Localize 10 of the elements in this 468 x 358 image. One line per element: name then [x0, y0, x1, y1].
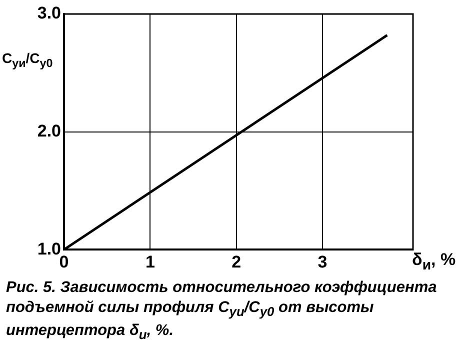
x-tick-label: 0 — [59, 252, 69, 272]
y-tick-label: 2.0 — [37, 121, 61, 140]
y-tick-label: 3.0 — [37, 4, 61, 23]
y-axis-title: C$_{yи}$/C$_{y0}$ — [2, 50, 53, 70]
y-tick-label: 1.0 — [37, 239, 61, 258]
x-axis-title: δ$_{и}$, % — [412, 250, 456, 274]
x-tick-label: 1 — [145, 252, 155, 272]
x-tick-label: 3 — [318, 252, 328, 272]
text: Рис. 5. Зависимость относительного коэффициента подъемной силы профиля C$_{yи}$/C$_{y0}$ от высоты интерцептора δ$_{и}$, %. — [6, 279, 437, 342]
x-tick-label: 2 — [232, 252, 242, 272]
